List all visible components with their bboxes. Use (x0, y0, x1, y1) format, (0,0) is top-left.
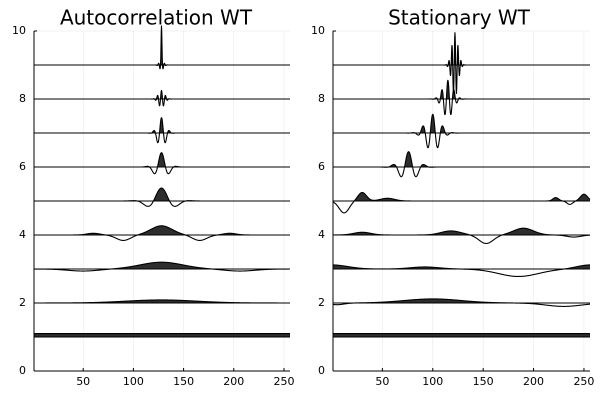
series-7-fill (333, 114, 590, 133)
series-6-line (33, 152, 291, 175)
series-7-fill (34, 117, 290, 133)
series-4-fill (333, 228, 590, 235)
x-tick-label: 50 (76, 375, 90, 388)
x-tick-label: 250 (273, 375, 294, 388)
series-5-fill (34, 188, 290, 201)
series-7-line (332, 113, 591, 149)
series-6-fill (34, 152, 290, 167)
series-5-line (33, 187, 291, 207)
series-7-line (33, 117, 291, 144)
chart-title: Autocorrelation WT (60, 6, 253, 30)
y-tick-label: 2 (318, 296, 325, 309)
y-tick-label: 10 (311, 24, 325, 37)
x-tick-label: 50 (375, 375, 389, 388)
series-3-line (332, 264, 591, 278)
series-4-fill (34, 225, 290, 235)
x-tick-label: 100 (123, 375, 144, 388)
series-2-line (332, 298, 591, 307)
x-tick-label: 100 (422, 375, 443, 388)
y-tick-label: 6 (318, 160, 325, 173)
x-tick-label: 200 (523, 375, 544, 388)
series-8-fill (333, 80, 590, 99)
panel-autocorrelation-wt: Autocorrelation WT 50 100 150 200 250 0 2 4 6 8 10 (12, 6, 294, 389)
series-2-fill (34, 299, 290, 303)
series-1-fill (34, 333, 290, 337)
series-5-fill (333, 192, 590, 201)
x-tick-label: 150 (173, 375, 194, 388)
x-tick-label: 200 (223, 375, 244, 388)
y-tick-label: 2 (19, 296, 26, 309)
series-1-fill (333, 333, 590, 337)
series-4-line (332, 227, 591, 245)
series-9-line (332, 32, 591, 95)
series-8-line (332, 79, 591, 116)
series-9-fill (333, 32, 590, 65)
y-tick-label: 0 (318, 364, 325, 377)
series-5-line (332, 191, 591, 214)
series-6-fill (333, 151, 590, 167)
series-9-line (33, 25, 291, 70)
y-tick-label: 4 (19, 228, 26, 241)
panel-stationary-wt: Stationary WT 50 100 150 200 250 0 2 4 6 8 10 (311, 6, 594, 389)
y-tick-label: 10 (12, 24, 26, 37)
series-2-line (33, 299, 291, 304)
y-tick-label: 4 (318, 228, 325, 241)
series-3-fill (34, 262, 290, 269)
series-6-line (332, 151, 591, 178)
series-3-line (33, 261, 291, 272)
x-tick-label: 250 (573, 375, 594, 388)
x-tick-label: 150 (473, 375, 494, 388)
chart-title: Stationary WT (388, 6, 531, 30)
series-4-line (33, 225, 291, 241)
y-tick-label: 8 (318, 92, 325, 105)
y-tick-label: 6 (19, 160, 26, 173)
series-8-line (33, 89, 291, 107)
y-tick-label: 0 (19, 364, 26, 377)
y-tick-label: 8 (19, 92, 26, 105)
